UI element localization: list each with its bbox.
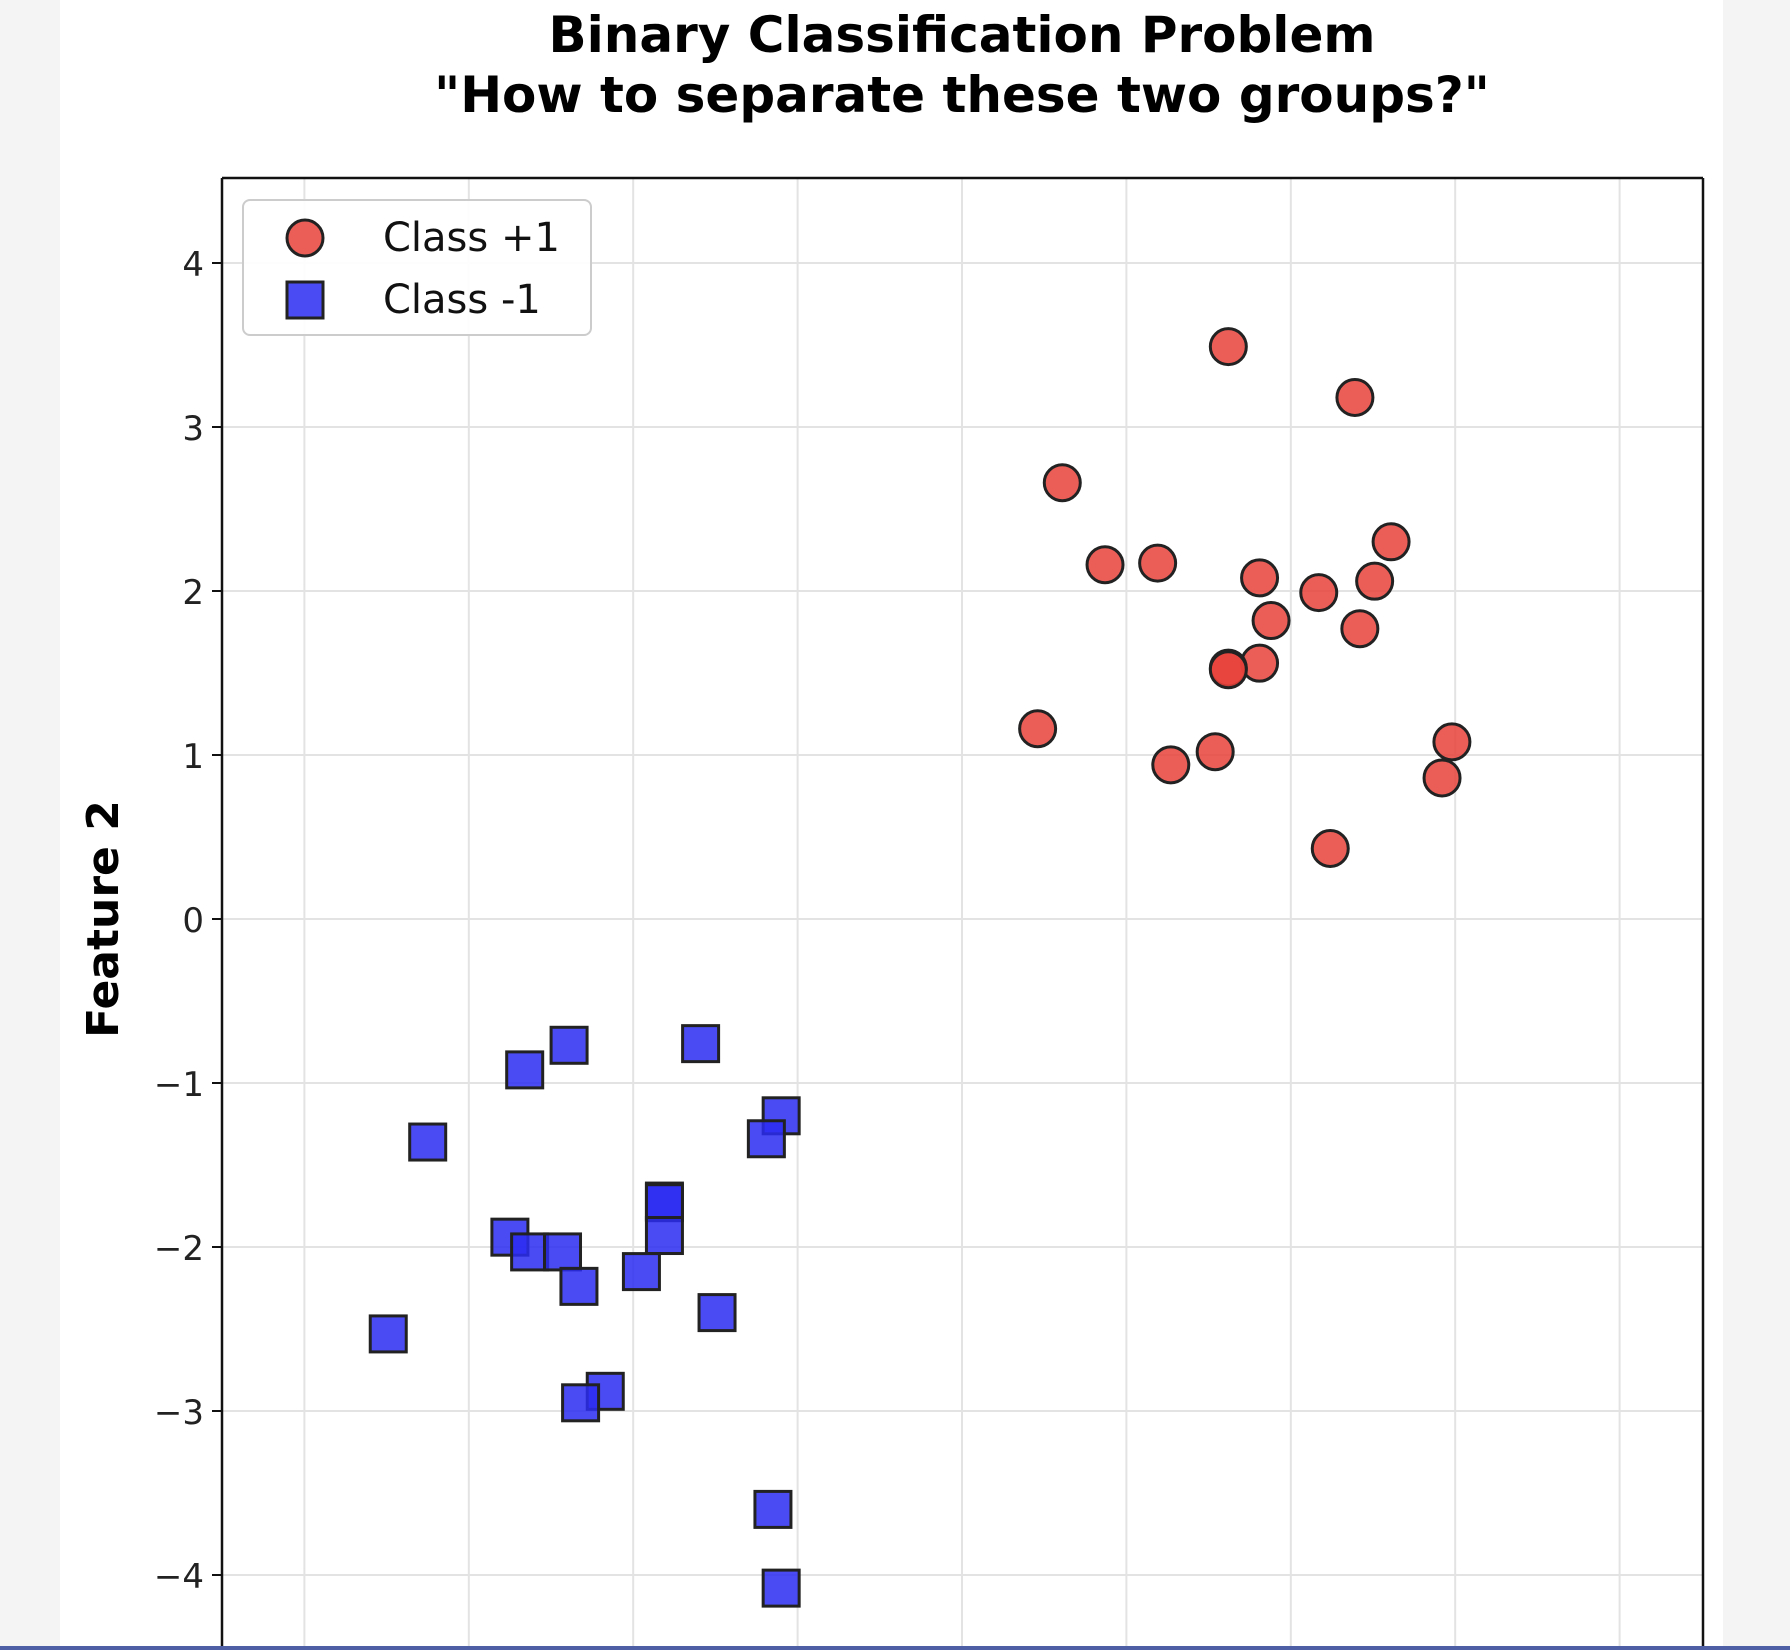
class-plus1-point [1042,463,1082,503]
legend-box [242,199,592,336]
class-minus1-point [697,1293,737,1333]
class-plus1-point [1371,522,1411,562]
class-plus1-point [1340,609,1380,649]
class-plus1-point [1299,573,1339,613]
class-plus1-point [1138,543,1178,583]
class-minus1-point [408,1122,448,1162]
class-plus1-point [1355,561,1395,601]
class-minus1-point [753,1489,793,1529]
class-minus1-point [510,1232,550,1272]
chart-title: Binary Classification Problem [549,6,1376,64]
class-plus1-point [1208,650,1248,690]
y-axis-label: Feature 2 [78,800,129,1038]
class-plus1-point [1422,758,1462,798]
y-ticks: 4 3 2 1 0 −1 −2 −3 −4 [154,245,222,1597]
class-minus1-point [621,1252,661,1292]
legend: Class +1 Class -1 [242,199,592,336]
class-plus1-point [1151,745,1191,785]
bottom-window-bar [0,1646,1790,1650]
class-plus1-point [1335,377,1375,417]
data-points [368,327,1472,1608]
grid [222,178,1703,1650]
y-tick-label: −3 [154,1393,204,1433]
class-minus1-point [761,1568,801,1608]
class-minus1-point [644,1183,684,1223]
class-plus1-point [1085,545,1125,585]
y-tick-label: 0 [182,901,204,941]
class-minus1-point [505,1050,545,1090]
legend-marker-class-plus1 [285,218,325,258]
class-minus1-point [681,1024,721,1064]
class-plus1-point [1432,722,1472,762]
class-plus1-point [1310,828,1350,868]
class-minus1-point [368,1314,408,1354]
class-plus1-point [1251,601,1291,641]
y-tick-label: −1 [154,1065,204,1105]
y-tick-label: −4 [154,1557,204,1597]
y-tick-label: 3 [182,409,204,449]
plot-area: 4 3 2 1 0 −1 −2 −3 −4 [154,176,1705,1650]
class-minus1-point [746,1119,786,1159]
y-tick-label: 4 [182,245,204,285]
class-plus1-point [1018,709,1058,749]
class-minus1-point [559,1266,599,1306]
class-minus1-point [549,1025,589,1065]
y-tick-label: 1 [182,737,204,777]
class-minus1-point [543,1232,583,1272]
legend-label-class-plus1: Class +1 [383,215,560,261]
y-tick-label: 2 [182,573,204,613]
class-plus1-point [1195,732,1235,772]
class-plus1-point [1208,327,1248,367]
class-plus1-point [1240,558,1280,598]
legend-label-class-minus1: Class -1 [383,277,541,323]
class-minus1-point [644,1216,684,1256]
chart-subtitle: "How to separate these two groups?" [434,66,1490,124]
class-minus1-point [561,1383,601,1423]
y-tick-label: −2 [154,1229,204,1269]
legend-marker-class-minus1 [285,280,325,320]
